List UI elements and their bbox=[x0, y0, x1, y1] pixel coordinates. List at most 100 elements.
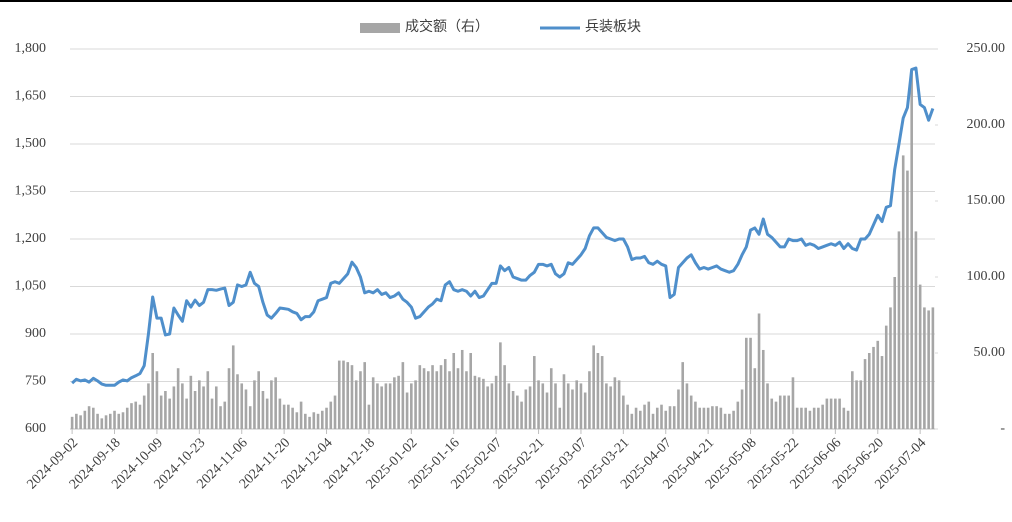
bar bbox=[880, 356, 884, 429]
bar bbox=[817, 407, 820, 429]
bar bbox=[236, 374, 239, 429]
bar bbox=[261, 391, 265, 429]
bar bbox=[872, 346, 875, 429]
bar bbox=[142, 395, 146, 429]
bar bbox=[906, 170, 909, 429]
bar bbox=[227, 368, 231, 429]
bar bbox=[443, 359, 447, 429]
bar bbox=[626, 404, 629, 429]
bar bbox=[558, 407, 562, 429]
bar bbox=[596, 353, 600, 429]
bar bbox=[736, 401, 740, 429]
bar bbox=[151, 353, 154, 429]
bar bbox=[113, 410, 116, 429]
bar bbox=[588, 371, 591, 429]
bar bbox=[812, 407, 816, 429]
bar bbox=[901, 155, 905, 429]
bar bbox=[299, 401, 303, 429]
bar bbox=[541, 383, 545, 429]
bar bbox=[265, 398, 269, 429]
legend-swatch bbox=[360, 23, 400, 33]
bar bbox=[176, 368, 180, 429]
bar bbox=[337, 360, 341, 429]
bar bbox=[282, 404, 286, 429]
bar bbox=[821, 404, 824, 429]
y2-tick-label: 150.00 bbox=[967, 193, 1006, 208]
bar bbox=[876, 340, 880, 429]
bar bbox=[923, 307, 926, 429]
bar bbox=[401, 362, 405, 429]
bar bbox=[79, 415, 82, 429]
bar bbox=[770, 398, 774, 429]
bar bbox=[257, 371, 260, 429]
bar bbox=[308, 416, 311, 429]
bar bbox=[910, 70, 913, 429]
bar bbox=[350, 365, 354, 429]
bar bbox=[354, 380, 358, 429]
bar bbox=[851, 371, 854, 429]
bar bbox=[147, 383, 150, 429]
bar bbox=[651, 413, 655, 429]
bar bbox=[418, 365, 422, 429]
bar bbox=[681, 362, 685, 429]
bar bbox=[778, 395, 782, 429]
bar bbox=[533, 356, 536, 429]
bar bbox=[210, 398, 214, 429]
bar bbox=[83, 410, 87, 429]
bar bbox=[617, 380, 621, 429]
bar bbox=[808, 410, 812, 429]
bar bbox=[291, 407, 294, 429]
bar bbox=[753, 368, 757, 429]
bar bbox=[605, 383, 608, 429]
bar bbox=[482, 378, 485, 429]
bar bbox=[859, 380, 863, 429]
bar bbox=[791, 377, 795, 429]
bar bbox=[655, 407, 659, 429]
bar bbox=[452, 353, 456, 429]
bar bbox=[363, 362, 366, 429]
bar bbox=[206, 371, 210, 429]
bar bbox=[435, 371, 439, 429]
bar bbox=[231, 345, 235, 429]
bar bbox=[507, 383, 511, 429]
bar bbox=[320, 410, 324, 429]
bar bbox=[410, 383, 413, 429]
bar bbox=[164, 391, 167, 429]
bar bbox=[579, 383, 583, 429]
bar bbox=[855, 380, 858, 429]
bar bbox=[329, 401, 333, 429]
bar bbox=[774, 401, 778, 429]
bar bbox=[664, 410, 668, 429]
bar bbox=[295, 412, 299, 429]
bar bbox=[431, 365, 434, 429]
bar bbox=[537, 380, 540, 429]
bar bbox=[198, 380, 201, 429]
bar bbox=[685, 383, 689, 429]
bar bbox=[672, 406, 676, 429]
y-tick-label: 600 bbox=[25, 421, 46, 436]
bar bbox=[893, 277, 897, 429]
y2-tick-label: 100.00 bbox=[967, 269, 1006, 284]
bar bbox=[130, 403, 133, 429]
bar bbox=[511, 391, 515, 429]
bar bbox=[460, 349, 464, 429]
bar bbox=[846, 410, 850, 429]
bar bbox=[829, 398, 833, 429]
y-tick-label: 1,200 bbox=[15, 231, 47, 246]
bar bbox=[698, 407, 701, 429]
bar bbox=[787, 395, 791, 429]
y2-tick-label: 200.00 bbox=[967, 117, 1006, 132]
bar bbox=[745, 337, 748, 429]
legend-label: 成交额（右） bbox=[405, 18, 489, 35]
bar bbox=[757, 313, 761, 429]
y2-tick-label: - bbox=[1000, 421, 1005, 436]
bar bbox=[138, 404, 142, 429]
bar bbox=[660, 404, 663, 429]
bar bbox=[889, 307, 892, 429]
bar bbox=[931, 307, 935, 429]
bar bbox=[562, 374, 566, 429]
bar bbox=[677, 389, 680, 429]
bar bbox=[422, 368, 426, 429]
bar bbox=[193, 391, 197, 429]
bar bbox=[253, 380, 256, 429]
